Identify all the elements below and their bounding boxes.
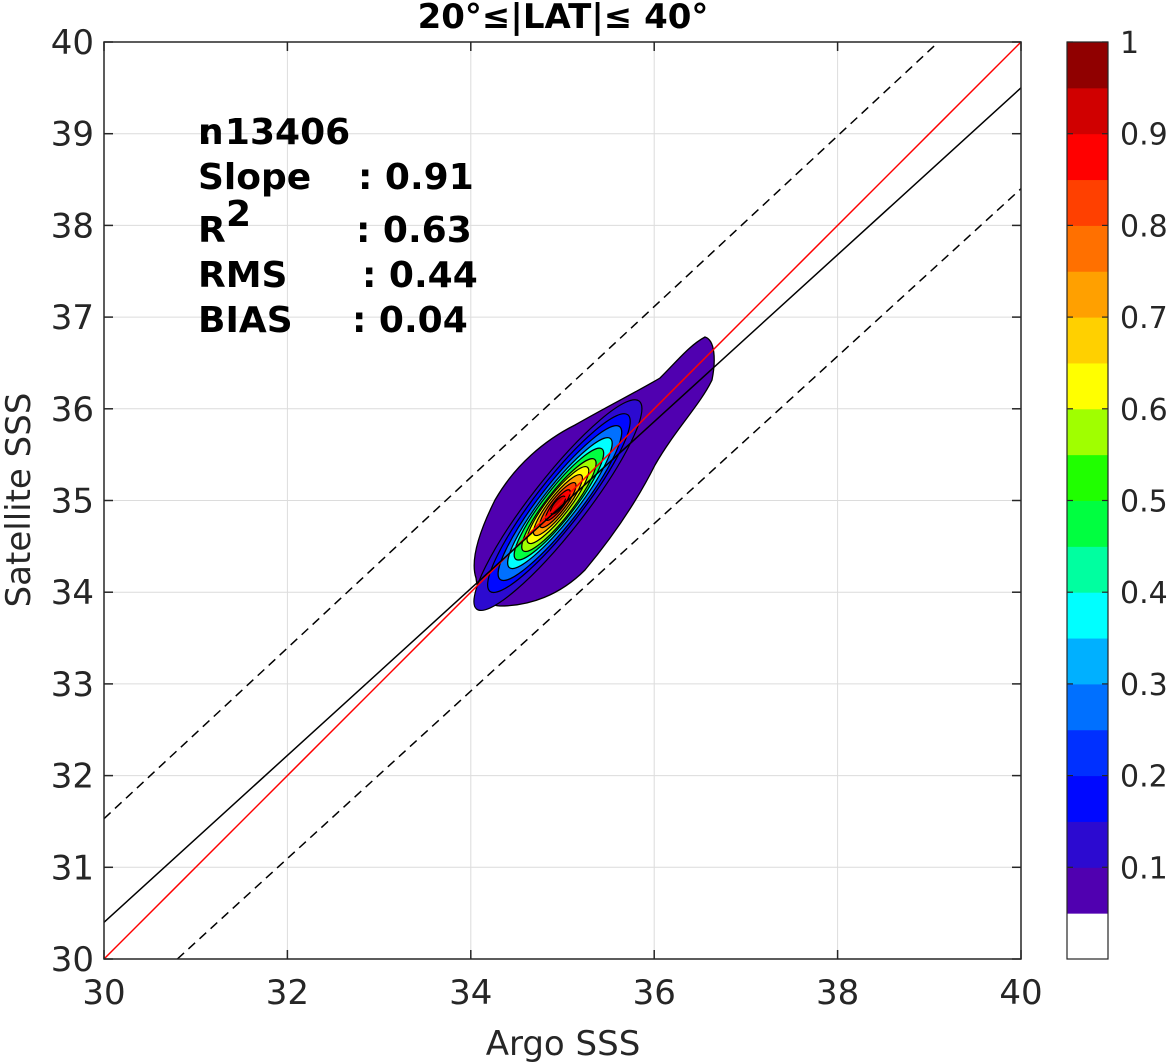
colorbar-segment xyxy=(1067,729,1108,777)
colorbar-tick-label: 1 xyxy=(1120,26,1139,61)
colorbar-segment xyxy=(1067,683,1108,731)
stat-label: RMS xyxy=(198,255,287,296)
colorbar-segment xyxy=(1067,500,1108,547)
colorbar-tick-label: 0.5 xyxy=(1120,485,1168,520)
y-tick-label: 31 xyxy=(51,848,94,888)
y-tick-label: 39 xyxy=(51,115,94,155)
colorbar-segment xyxy=(1067,42,1108,89)
colorbar-segment xyxy=(1067,317,1108,364)
colorbar-segment xyxy=(1067,225,1108,272)
colorbar-segment xyxy=(1067,546,1108,593)
y-axis-label: Satellite SSS xyxy=(0,393,39,608)
colorbar-tick-label: 0.2 xyxy=(1120,760,1168,795)
stat-label: BIAS xyxy=(198,300,293,341)
colorbar-segment xyxy=(1067,271,1108,318)
reference-line-black-dashed xyxy=(103,41,939,820)
stat-label: Slope xyxy=(198,157,311,198)
colorbar-segment xyxy=(1067,638,1108,685)
reference-line-black-dashed xyxy=(176,188,1022,960)
colorbar-segment xyxy=(1067,775,1108,822)
colorbar-segment xyxy=(1067,913,1108,960)
x-tick-label: 32 xyxy=(266,973,309,1013)
x-tick-label: 40 xyxy=(999,973,1042,1013)
colorbar-tick-label: 0.3 xyxy=(1120,668,1168,703)
colorbar-segment xyxy=(1067,408,1108,456)
x-tick-label: 36 xyxy=(633,973,676,1013)
colorbar-segment xyxy=(1067,133,1108,181)
chart-title: 20°≤|LAT|≤ 40° xyxy=(418,0,709,37)
density-contours xyxy=(473,336,715,612)
y-tick-label: 38 xyxy=(51,206,94,246)
stat-value: : 0.63 xyxy=(356,210,472,251)
y-tick-label: 35 xyxy=(51,482,94,522)
y-tick-label: 33 xyxy=(51,665,94,705)
reference-lines xyxy=(103,41,1022,960)
colorbar-segment xyxy=(1067,179,1108,226)
y-tick-label: 34 xyxy=(51,573,94,613)
stat-value: : 0.91 xyxy=(358,157,474,198)
stat-value: : 13406 xyxy=(198,112,350,153)
x-tick-label: 34 xyxy=(449,973,492,1013)
colorbar-tick-label: 0.7 xyxy=(1120,301,1168,336)
x-tick-label: 38 xyxy=(816,973,859,1013)
x-axis-label: Argo SSS xyxy=(486,1024,641,1062)
x-tick-label: 30 xyxy=(82,973,125,1013)
stat-value: : 0.44 xyxy=(362,255,478,296)
colorbar-tick-label: 0.1 xyxy=(1120,851,1168,886)
y-tick-label: 30 xyxy=(51,940,94,980)
ticks: 30 32 34 36 38 40 30 31 32 33 34 35 36 37 38 39 40 xyxy=(51,23,1043,1013)
stat-value: : 0.04 xyxy=(352,300,468,341)
colorbar-segment xyxy=(1067,867,1108,914)
y-tick-label: 36 xyxy=(51,390,94,430)
colorbar-segment xyxy=(1067,362,1108,410)
reference-line-red-solid xyxy=(103,41,1022,960)
colorbar-tick-label: 0.9 xyxy=(1120,118,1168,153)
reference-line-black-solid xyxy=(103,87,1022,923)
y-tick-label: 40 xyxy=(51,23,94,63)
colorbar: 0.1 0.2 0.3 0.4 0.5 0.6 0.7 0.8 0.9 1 xyxy=(1066,26,1168,960)
colorbar-tick-label: 0.6 xyxy=(1120,393,1168,428)
colorbar-segment xyxy=(1067,592,1108,639)
y-tick-label: 37 xyxy=(51,298,94,338)
colorbar-tick-label: 0.4 xyxy=(1120,576,1168,611)
stat-label-superscript: 2 xyxy=(226,194,251,235)
colorbar-segment xyxy=(1067,87,1108,135)
stat-label: n xyxy=(198,112,224,153)
colorbar-segment xyxy=(1067,454,1108,501)
y-tick-label: 32 xyxy=(51,757,94,797)
colorbar-tick-label: 0.8 xyxy=(1120,209,1168,244)
stat-label: R xyxy=(198,210,226,251)
colorbar-segment xyxy=(1067,821,1108,868)
